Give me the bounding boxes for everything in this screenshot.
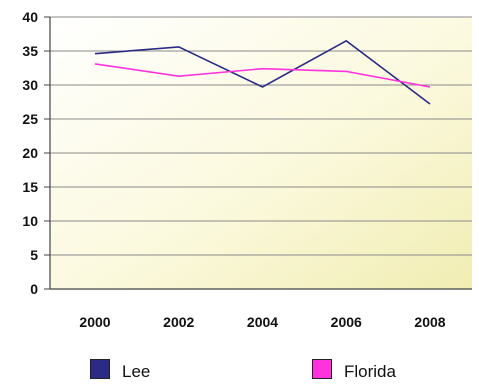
y-tick-label-25: 25: [22, 111, 38, 127]
y-tick-label-40: 40: [22, 9, 38, 25]
x-axis-ticks: 2000 2002 2004 2006 2008: [79, 314, 445, 330]
y-tick-label-10: 10: [22, 213, 38, 229]
y-axis-ticks: 0 5 10 15 20 25 30 35 40: [22, 9, 38, 297]
y-tick-label-20: 20: [22, 145, 38, 161]
legend-swatch-lee: [90, 359, 110, 379]
y-tick-label-30: 30: [22, 77, 38, 93]
legend-swatch-florida: [312, 359, 332, 379]
x-tick-label-2006: 2006: [331, 314, 362, 330]
x-tick-label-2008: 2008: [414, 314, 445, 330]
legend-label-florida: Florida: [344, 362, 396, 382]
y-tick-label-35: 35: [22, 43, 38, 59]
legend-item-lee: Lee: [90, 362, 150, 382]
y-tick-label-5: 5: [30, 247, 38, 263]
legend-label-lee: Lee: [122, 362, 150, 382]
y-tick-label-15: 15: [22, 179, 38, 195]
line-chart: 0 5 10 15 20 25 30 35 40 2000 2002 2004 2006 2008: [0, 0, 479, 355]
x-tick-label-2000: 2000: [79, 314, 110, 330]
legend-item-florida: Florida: [312, 362, 396, 382]
y-tick-label-0: 0: [30, 281, 38, 297]
x-tick-label-2002: 2002: [163, 314, 194, 330]
x-tick-label-2004: 2004: [247, 314, 278, 330]
